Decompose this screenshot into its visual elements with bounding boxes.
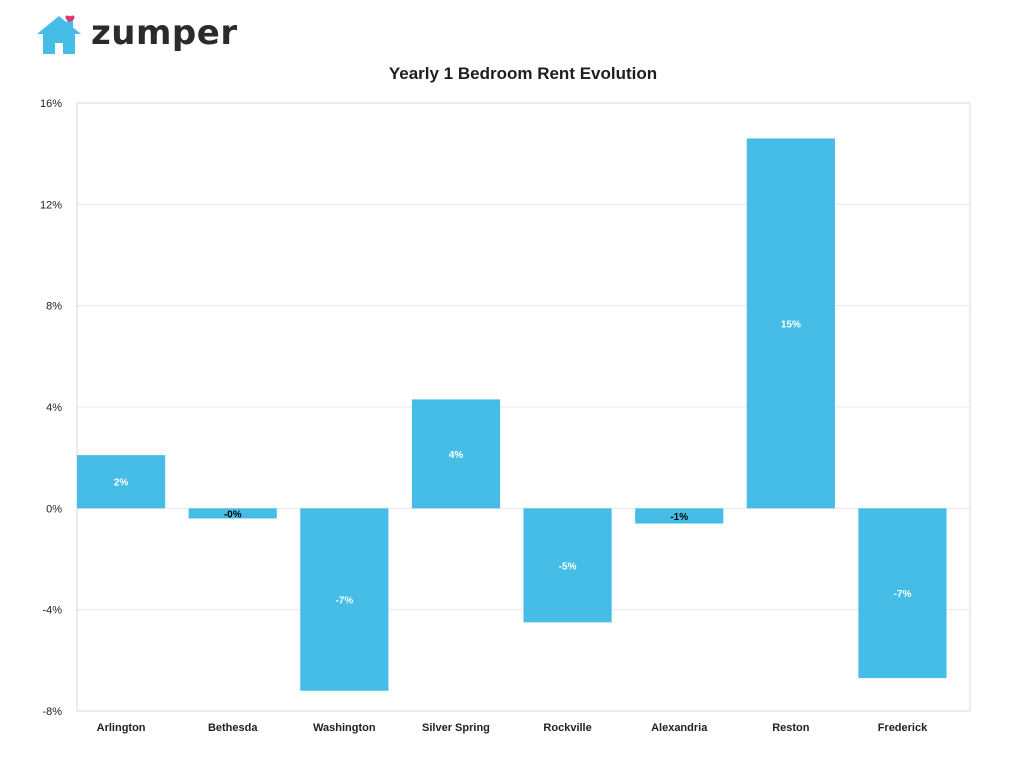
data-label: 2% xyxy=(114,478,129,489)
bar xyxy=(523,508,612,623)
bar xyxy=(858,508,947,679)
bar xyxy=(411,399,501,509)
bar xyxy=(188,508,277,519)
house-heart-icon xyxy=(37,15,81,54)
data-label: 4% xyxy=(449,450,464,461)
x-tick-label: Bethesda xyxy=(208,722,258,734)
data-label: -1% xyxy=(670,512,688,523)
y-tick-label: 12% xyxy=(40,199,62,211)
bar xyxy=(300,508,389,691)
y-tick-label: -4% xyxy=(42,605,62,617)
y-tick-label: 16% xyxy=(40,98,62,110)
plot-frame xyxy=(76,102,971,712)
x-tick-label: Reston xyxy=(772,722,810,734)
data-label: 15% xyxy=(781,319,801,330)
chart-title: Yearly 1 Bedroom Rent Evolution xyxy=(388,64,658,83)
data-label: -0% xyxy=(224,509,242,520)
x-tick-label: Alexandria xyxy=(651,722,708,734)
y-tick-label: 0% xyxy=(46,503,62,515)
bar xyxy=(77,455,166,509)
x-tick-label: Silver Spring xyxy=(422,722,490,734)
data-label: -7% xyxy=(335,596,353,607)
data-label: -5% xyxy=(559,561,577,572)
bar xyxy=(746,138,835,509)
x-tick-label: Rockville xyxy=(543,722,591,734)
x-tick-label: Arlington xyxy=(97,722,146,734)
bar xyxy=(635,508,724,524)
y-tick-label: 8% xyxy=(46,301,62,313)
y-tick-label: 4% xyxy=(46,402,62,414)
x-tick-label: Washington xyxy=(313,722,376,734)
data-label: -7% xyxy=(894,589,912,600)
brand-logo: zumper xyxy=(35,8,238,58)
x-tick-label: Frederick xyxy=(878,722,928,734)
y-tick-label: -8% xyxy=(42,706,62,718)
brand-name: zumper xyxy=(91,13,238,53)
